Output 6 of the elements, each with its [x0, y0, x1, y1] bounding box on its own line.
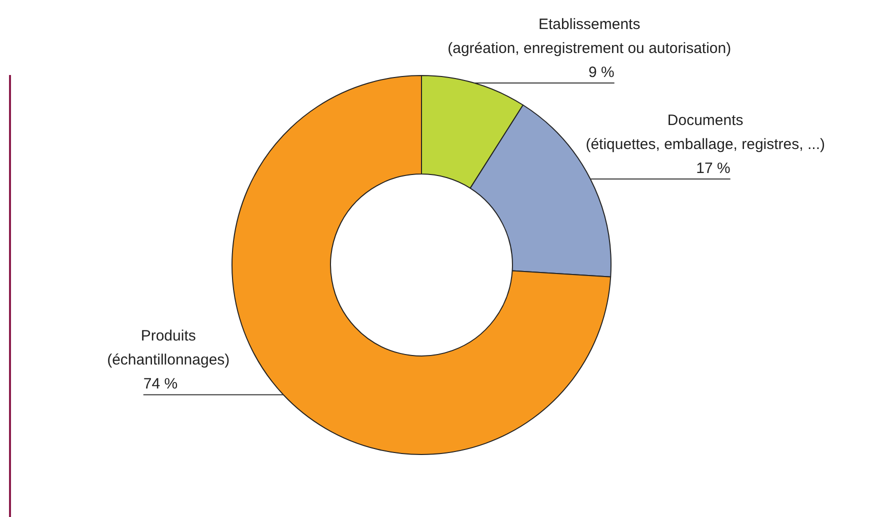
slice-label: Documents (étiquettes, emballage, registres, ...): [586, 112, 825, 153]
data-label: 17 %: [696, 160, 730, 177]
data-label: 74 %: [143, 376, 178, 393]
data-label: 9 %: [588, 64, 614, 82]
slice-label: Produits (échantillonnages): [107, 328, 230, 369]
slice-label: Etablissements (agréation, enregistrement ou autorisation): [448, 16, 732, 58]
